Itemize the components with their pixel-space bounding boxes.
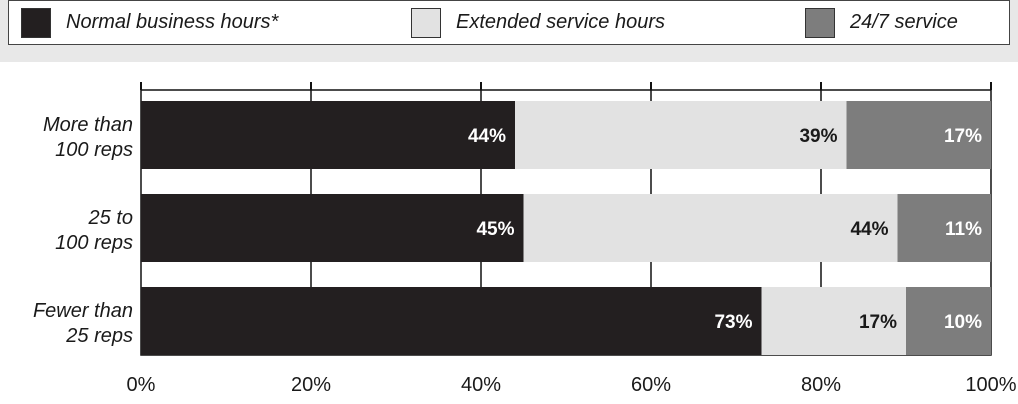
data-label-1-3: 17% bbox=[944, 126, 982, 147]
data-label-3-1: 73% bbox=[714, 312, 752, 333]
legend-label-247-service: 24/7 service bbox=[850, 11, 958, 33]
legend-swatch-247-service bbox=[805, 7, 835, 38]
legend-item-extended-hours: Extended service hours bbox=[411, 1, 665, 44]
x-tick-label-20: 20% bbox=[291, 374, 331, 396]
axis-layer: More than 100 reps 25 to 100 reps Fewer than… bbox=[33, 114, 1017, 396]
category-label-3: Fewer than 25 reps bbox=[33, 300, 133, 347]
legend-swatch-normal-hours bbox=[21, 7, 51, 38]
bar-3-series-3 bbox=[906, 287, 991, 355]
bar-3-series-1 bbox=[141, 287, 762, 355]
data-label-3-3: 10% bbox=[944, 312, 982, 333]
legend-label-normal-hours: Normal business hours* bbox=[66, 11, 279, 33]
data-label-3-2: 17% bbox=[859, 312, 897, 333]
legend: Normal business hours* Extended service … bbox=[8, 0, 1010, 45]
bar-1-series-2 bbox=[515, 101, 847, 169]
data-label-2-2: 44% bbox=[850, 219, 888, 240]
bar-2-series-1 bbox=[141, 194, 524, 262]
label-layer: 44% 39% 17% 45% 44% 11% 73% 17% 10% bbox=[468, 126, 982, 333]
category-label-2: 25 to 100 reps bbox=[55, 207, 133, 254]
data-label-1-2: 39% bbox=[799, 126, 837, 147]
bar-1-series-3 bbox=[846, 101, 991, 169]
stacked-bar-chart: 44% 39% 17% 45% 44% 11% 73% 17% 10% More than 100… bbox=[33, 82, 1017, 396]
legend-swatch-extended-hours bbox=[411, 7, 441, 38]
x-tick-label-100: 100% bbox=[965, 374, 1016, 396]
x-tick-label-0: 0% bbox=[127, 374, 156, 396]
legend-item-247-service: 24/7 service bbox=[805, 1, 958, 44]
data-label-2-3: 11% bbox=[945, 219, 982, 240]
legend-item-normal-hours: Normal business hours* bbox=[21, 1, 278, 44]
bar-3-series-2 bbox=[761, 287, 906, 355]
bar-2-series-2 bbox=[523, 194, 898, 262]
bar-2-series-3 bbox=[897, 194, 991, 262]
data-label-2-1: 45% bbox=[476, 219, 514, 240]
x-tick-label-60: 60% bbox=[631, 374, 671, 396]
bar-layer bbox=[141, 101, 991, 355]
x-tick-label-80: 80% bbox=[801, 374, 841, 396]
legend-band: Normal business hours* Extended service … bbox=[0, 0, 1018, 62]
category-label-1: More than 100 reps bbox=[43, 114, 133, 161]
data-label-1-1: 44% bbox=[468, 126, 506, 147]
bar-1-series-1 bbox=[141, 101, 515, 169]
legend-label-extended-hours: Extended service hours bbox=[456, 11, 666, 33]
x-tick-label-40: 40% bbox=[461, 374, 501, 396]
